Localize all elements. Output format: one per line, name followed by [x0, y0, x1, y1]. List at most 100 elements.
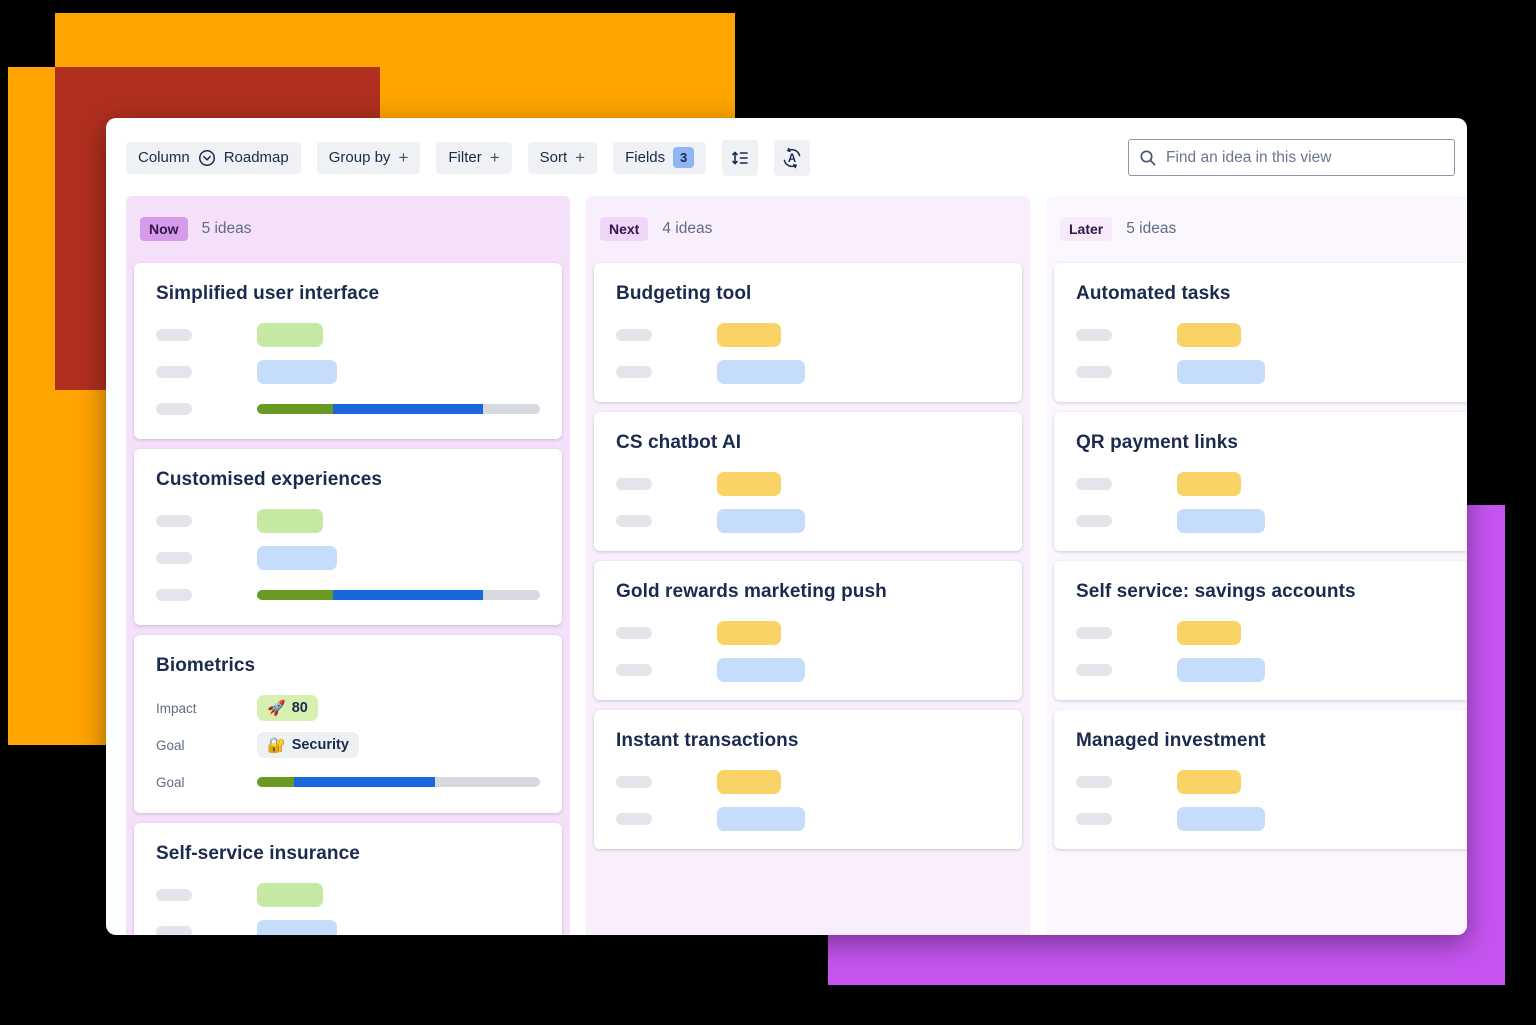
- field-row: [616, 509, 1000, 533]
- column-value: Roadmap: [223, 149, 289, 166]
- idea-card-customised-experiences[interactable]: Customised experiences: [134, 449, 562, 625]
- filter-button[interactable]: Filter +: [436, 141, 512, 174]
- field-row: [1076, 658, 1460, 682]
- field-label: Impact: [156, 700, 197, 716]
- idea-title: Gold rewards marketing push: [616, 581, 887, 602]
- field-placeholder: [616, 515, 652, 527]
- blue-value-chip: [1177, 509, 1265, 533]
- field-row: [156, 583, 540, 607]
- column-now: Now 5 ideas Simplified user interface: [126, 196, 570, 935]
- column-header: Now 5 ideas: [140, 217, 556, 241]
- field-label: Goal: [156, 774, 185, 790]
- column-later: Later 5 ideas Automated tasks QR pay: [1046, 196, 1467, 935]
- field-label: Goal: [156, 737, 185, 753]
- field-row-goal-progress: Goal: [156, 769, 540, 795]
- yellow-value-chip: [717, 323, 781, 347]
- lock-icon: 🔐: [267, 736, 286, 754]
- idea-card-self-service-savings-accounts[interactable]: Self service: savings accounts: [1054, 561, 1467, 700]
- field-row: [616, 360, 1000, 384]
- yellow-value-chip: [1177, 770, 1241, 794]
- roadmap-board: Now 5 ideas Simplified user interface: [126, 196, 1467, 935]
- field-placeholder: [616, 627, 652, 639]
- idea-card-simplified-user-interface[interactable]: Simplified user interface: [134, 263, 562, 439]
- field-placeholder: [616, 776, 652, 788]
- progress-green-segment: [257, 590, 334, 600]
- field-placeholder: [1076, 813, 1112, 825]
- field-row: [616, 658, 1000, 682]
- green-value-chip: [257, 883, 323, 907]
- translate-button[interactable]: A: [774, 139, 811, 176]
- search-box: [1128, 139, 1455, 176]
- row-height-button[interactable]: [722, 139, 759, 176]
- group-by-button[interactable]: Group by +: [316, 141, 421, 174]
- field-row: [1076, 807, 1460, 831]
- idea-card-gold-rewards-marketing-push[interactable]: Gold rewards marketing push: [594, 561, 1022, 700]
- field-placeholder: [1076, 776, 1112, 788]
- idea-title: Self service: savings accounts: [1076, 581, 1356, 602]
- status-chip-later: Later: [1060, 217, 1113, 241]
- progress-blue-segment: [333, 404, 484, 414]
- field-placeholder: [616, 813, 652, 825]
- fields-button[interactable]: Fields 3: [613, 141, 707, 174]
- idea-card-cs-chatbot-ai[interactable]: CS chatbot AI: [594, 412, 1022, 551]
- goal-value: Security: [291, 737, 349, 753]
- filter-label: Filter: [448, 149, 482, 166]
- idea-count: 4 ideas: [662, 220, 713, 237]
- field-row: [616, 770, 1000, 794]
- field-placeholder: [1076, 515, 1112, 527]
- progress-bar: [257, 777, 540, 787]
- translate-icon: A: [781, 147, 803, 169]
- blue-value-chip: [257, 920, 337, 935]
- yellow-value-chip: [717, 621, 781, 645]
- idea-card-budgeting-tool[interactable]: Budgeting tool: [594, 263, 1022, 402]
- field-placeholder: [156, 515, 192, 527]
- sort-button[interactable]: Sort +: [527, 141, 598, 174]
- impact-value: 80: [291, 700, 308, 716]
- idea-card-automated-tasks[interactable]: Automated tasks: [1054, 263, 1467, 402]
- field-placeholder: [1076, 478, 1112, 490]
- field-placeholder: [156, 366, 192, 378]
- roadmap-app-window: Column Roadmap Group by + Filter + Sort: [106, 118, 1467, 935]
- blue-value-chip: [1177, 360, 1265, 384]
- field-row: [156, 920, 540, 935]
- field-row: [156, 883, 540, 907]
- impact-value-chip: 🚀 80: [257, 695, 318, 721]
- progress-green-segment: [257, 404, 334, 414]
- yellow-value-chip: [717, 770, 781, 794]
- status-chip-next: Next: [600, 217, 649, 241]
- blue-value-chip: [717, 360, 805, 384]
- field-placeholder: [616, 366, 652, 378]
- column-label: Column: [138, 149, 190, 166]
- blue-value-chip: [257, 546, 337, 570]
- progress-green-segment: [257, 777, 294, 787]
- idea-card-biometrics[interactable]: Biometrics Impact 🚀 80 Goal 🔐 Security: [134, 635, 562, 813]
- idea-title: Customised experiences: [156, 469, 383, 490]
- status-chip-now: Now: [140, 217, 188, 241]
- idea-title: Biometrics: [156, 655, 256, 676]
- progress-blue-segment: [293, 777, 436, 787]
- idea-card-managed-investment[interactable]: Managed investment: [1054, 710, 1467, 849]
- field-placeholder: [616, 329, 652, 341]
- yellow-value-chip: [1177, 472, 1241, 496]
- field-placeholder: [616, 664, 652, 676]
- field-row: [156, 397, 540, 421]
- idea-card-qr-payment-links[interactable]: QR payment links: [1054, 412, 1467, 551]
- plus-icon: +: [398, 148, 409, 167]
- progress-bar: [257, 404, 540, 414]
- idea-title: Managed investment: [1076, 730, 1266, 751]
- column-header: Later 5 ideas: [1060, 217, 1467, 241]
- field-row: [1076, 472, 1460, 496]
- field-placeholder: [156, 589, 192, 601]
- search-input[interactable]: [1166, 148, 1444, 167]
- row-height-icon: [730, 148, 750, 168]
- field-placeholder: [1076, 366, 1112, 378]
- blue-value-chip: [1177, 807, 1265, 831]
- column-view-button[interactable]: Column Roadmap: [126, 141, 301, 174]
- group-by-label: Group by: [328, 149, 391, 166]
- idea-card-self-service-insurance[interactable]: Self-service insurance: [134, 823, 562, 935]
- idea-card-instant-transactions[interactable]: Instant transactions: [594, 710, 1022, 849]
- field-row: [616, 807, 1000, 831]
- field-row: [1076, 323, 1460, 347]
- plus-icon: +: [575, 148, 586, 167]
